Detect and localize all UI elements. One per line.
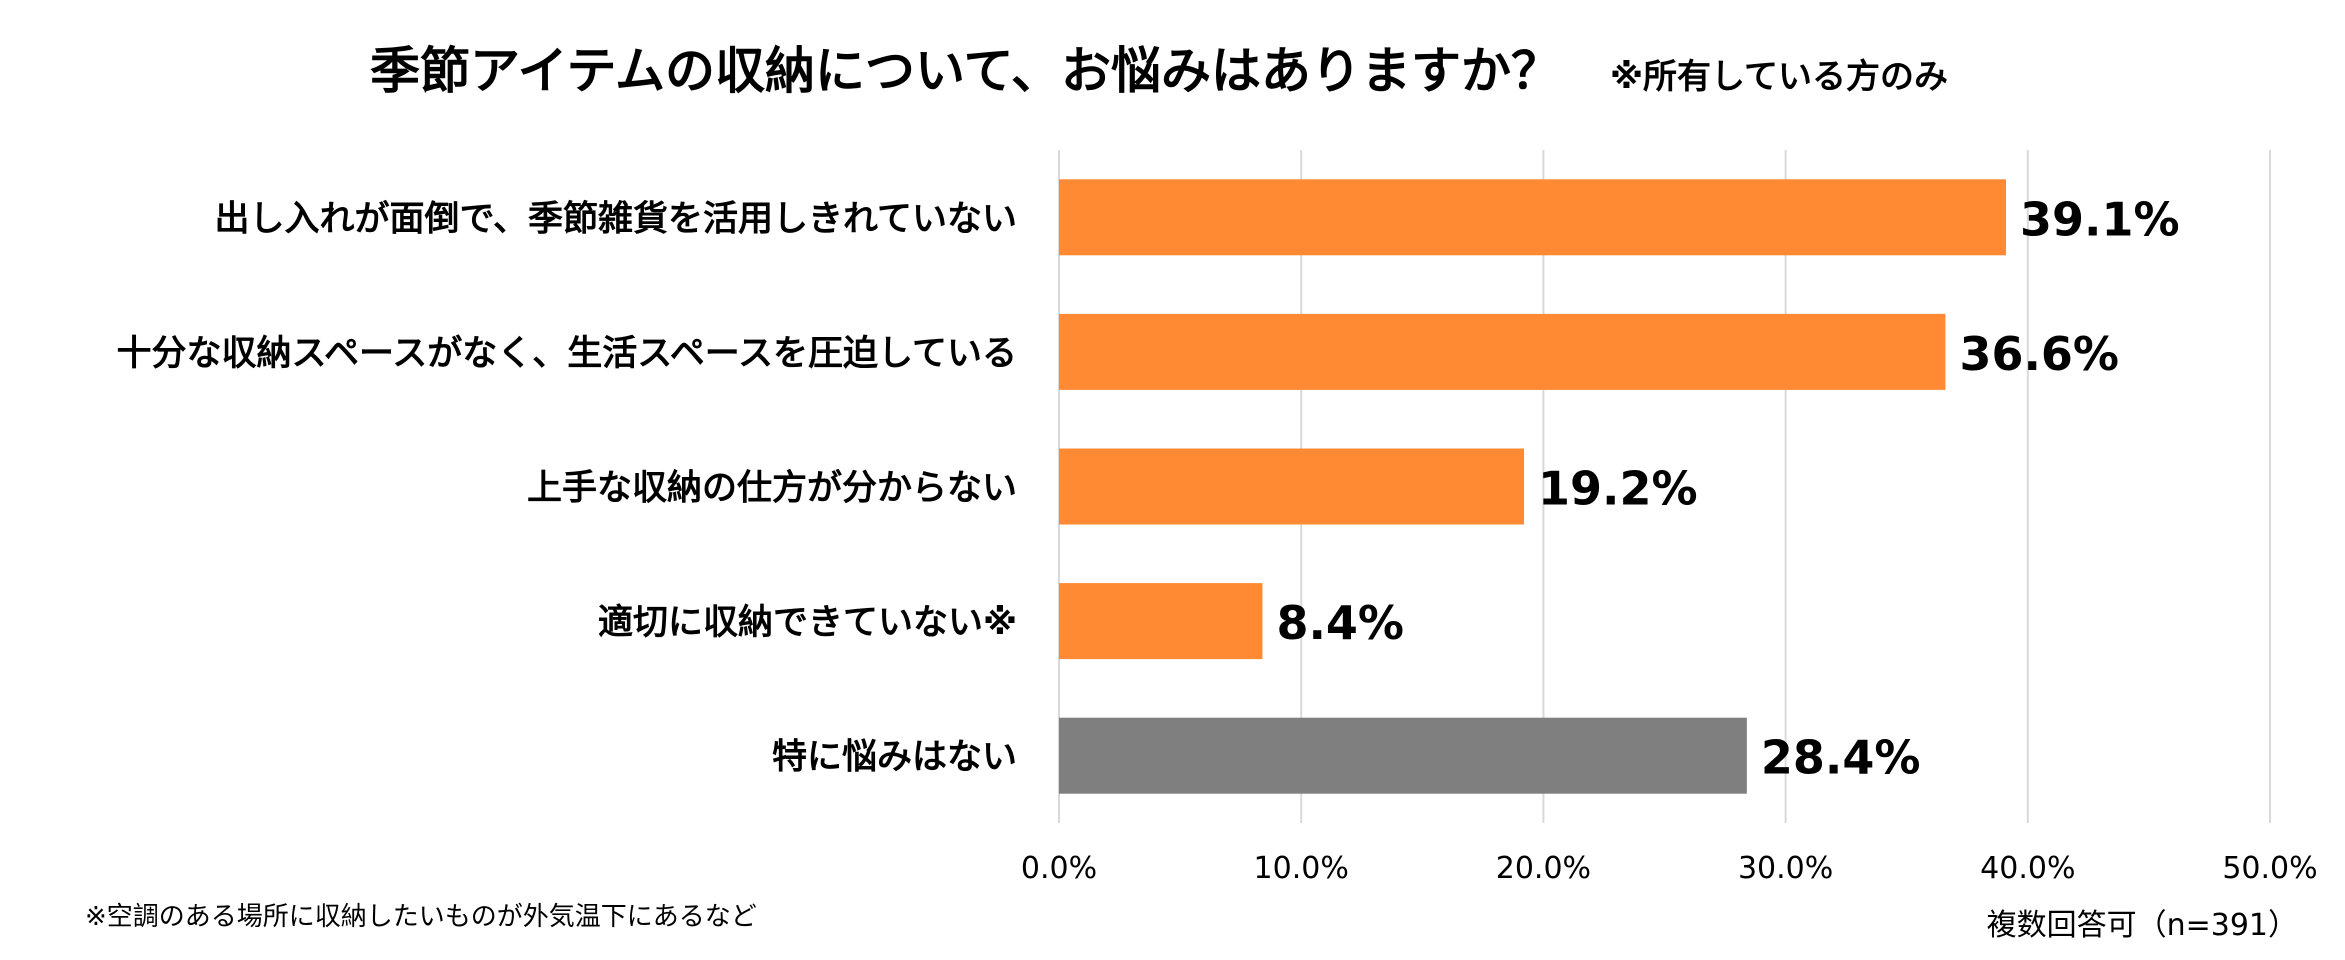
- bar: [1059, 717, 1747, 794]
- x-tick-label: 0.0%: [1021, 851, 1097, 886]
- chart-subtitle: ※所有している方のみ: [1610, 57, 1948, 97]
- category-label: 特に悩みはない: [772, 738, 1017, 778]
- value-label: 19.2%: [1538, 462, 1698, 516]
- bar: [1059, 179, 2007, 256]
- x-tick-label: 50.0%: [2222, 851, 2317, 886]
- value-label: 8.4%: [1276, 596, 1404, 650]
- bar: [1059, 583, 1263, 660]
- category-label: 出し入れが面倒で、季節雑貨を活用しきれていない: [214, 199, 1017, 239]
- x-tick-label: 20.0%: [1496, 851, 1591, 886]
- x-tick-label: 40.0%: [1980, 851, 2075, 886]
- x-tick-label: 10.0%: [1254, 851, 1349, 886]
- value-label: 28.4%: [1761, 731, 1921, 785]
- x-tick-label: 30.0%: [1738, 851, 1833, 886]
- footnote: ※空調のある場所に収納したいものが外気温下にあるなど: [85, 902, 757, 932]
- category-label: 十分な収納スペースがなく、生活スペースを圧迫している: [116, 334, 1017, 374]
- sample-note: 複数回答可（n=391）: [1987, 908, 2298, 943]
- value-label: 39.1%: [2020, 192, 2180, 246]
- category-label: 適切に収納できていない※: [598, 603, 1017, 643]
- value-label: 36.6%: [1959, 327, 2119, 381]
- bar: [1059, 313, 1946, 390]
- chart-title: 季節アイテムの収納について、お悩みはありますか？: [370, 42, 1561, 100]
- category-label: 上手な収納の仕方が分からない: [527, 469, 1017, 509]
- bar: [1059, 448, 1525, 525]
